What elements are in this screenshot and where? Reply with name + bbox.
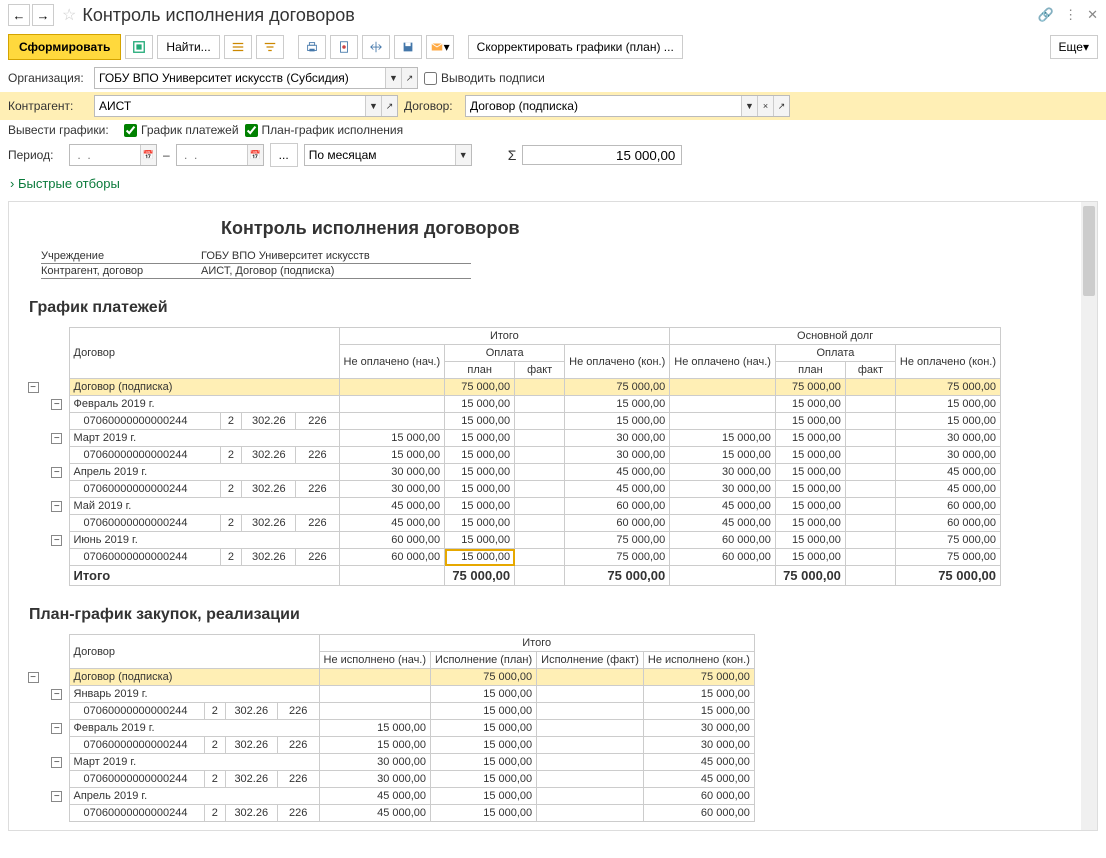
chevron-down-icon[interactable]: ▼ (365, 96, 381, 116)
chevron-down-icon[interactable]: ▼ (741, 96, 757, 116)
agent-label: Контрагент: (8, 99, 88, 113)
tree-toggle[interactable]: − (51, 535, 62, 546)
period-from-input[interactable]: 📅 (69, 144, 157, 166)
find-button[interactable]: Найти... (157, 35, 219, 59)
calendar-icon[interactable]: 📅 (140, 145, 156, 165)
table-row[interactable]: −Апрель 2019 г.30 000,0015 000,0045 000,… (21, 464, 1001, 481)
table-row[interactable]: −Февраль 2019 г.15 000,0015 000,0030 000… (21, 720, 754, 737)
table-row[interactable]: 070600000000002442302.2622615 000,0015 0… (21, 703, 754, 720)
table-row[interactable]: 070600000000002442302.2622630 000,0015 0… (21, 481, 1001, 498)
table-row[interactable]: 070600000000002442302.2622615 000,0015 0… (21, 737, 754, 754)
table-row[interactable]: −Март 2019 г.15 000,0015 000,0030 000,00… (21, 430, 1001, 447)
contract-label: Договор: (404, 99, 459, 113)
sigma-icon: Σ (508, 147, 517, 163)
open-icon[interactable]: ↗ (401, 68, 417, 88)
chevron-down-icon[interactable]: ▼ (455, 145, 471, 165)
sched-plan-checkbox[interactable]: План-график исполнения (245, 123, 404, 137)
adjust-button[interactable]: Скорректировать графики (план) ... (468, 35, 683, 59)
table-row[interactable]: 070600000000002442302.2622645 000,0015 0… (21, 515, 1001, 532)
sched-label: Вывести графики: (8, 123, 118, 137)
t2-title: План-график закупок, реализации (29, 606, 1085, 624)
doc-icon-button[interactable] (330, 35, 358, 59)
link-icon[interactable]: 🔗 (1038, 7, 1054, 23)
table-row[interactable]: −Май 2019 г.45 000,0015 000,0060 000,004… (21, 498, 1001, 515)
chevron-down-icon[interactable]: ▼ (385, 68, 401, 88)
agent-input[interactable]: ▼ ↗ (94, 95, 398, 117)
period-label: Период: (8, 148, 63, 162)
contract-input[interactable]: ▼ × ↗ (465, 95, 790, 117)
move-icon-button[interactable] (362, 35, 390, 59)
vertical-scrollbar[interactable] (1081, 202, 1097, 830)
total-row: Итого75 000,0075 000,0075 000,0075 000,0… (21, 566, 1001, 586)
table-row[interactable]: −Апрель 2019 г.45 000,0015 000,0060 000,… (21, 788, 754, 805)
org-input[interactable]: ▼ ↗ (94, 67, 418, 89)
report-meta: УчреждениеГОБУ ВПО Университет искусств … (41, 249, 471, 279)
calendar-icon[interactable]: 📅 (247, 145, 263, 165)
payments-table: ДоговорИтогоОсновной долгНе оплачено (на… (21, 327, 1001, 586)
tree-toggle[interactable]: − (51, 723, 62, 734)
sched-pay-checkbox[interactable]: График платежей (124, 123, 239, 137)
plan-table: ДоговорИтогоНе исполнено (нач.)Исполнени… (21, 634, 755, 822)
tree-toggle[interactable]: − (28, 672, 39, 683)
tree-toggle[interactable]: − (51, 399, 62, 410)
report-area: Контроль исполнения договоров Учреждение… (8, 201, 1098, 831)
org-label: Организация: (8, 71, 88, 85)
tree-toggle[interactable]: − (51, 757, 62, 768)
filter-agent-row: Контрагент: ▼ ↗ Договор: ▼ × ↗ (0, 92, 1106, 120)
quick-filters-link[interactable]: Быстрые отборы (0, 170, 1106, 197)
close-icon[interactable]: ✕ (1087, 7, 1098, 23)
table-row[interactable]: −Март 2019 г.30 000,0015 000,0045 000,00 (21, 754, 754, 771)
page-title: Контроль исполнения договоров (82, 5, 1038, 26)
tree-toggle[interactable]: − (28, 382, 39, 393)
period-to-input[interactable]: 📅 (176, 144, 264, 166)
save-icon-button[interactable] (394, 35, 422, 59)
filter-period-row: Период: 📅 – 📅 ... ▼ Σ (0, 140, 1106, 170)
clear-icon[interactable]: × (757, 96, 773, 116)
report-title: Контроль исполнения договоров (221, 218, 1085, 239)
t1-title: График платежей (29, 299, 1085, 317)
nav-forward-button[interactable]: → (32, 4, 54, 26)
more-button[interactable]: Еще ▾ (1050, 35, 1098, 59)
mail-icon-button[interactable]: ▾ (426, 35, 454, 59)
filter-org-row: Организация: ▼ ↗ Выводить подписи (0, 64, 1106, 92)
star-icon[interactable]: ☆ (62, 5, 76, 25)
settings-icon-button[interactable] (125, 35, 153, 59)
sign-checkbox[interactable]: Выводить подписи (424, 71, 545, 85)
titlebar: ← → ☆ Контроль исполнения договоров 🔗 ⋮ … (0, 0, 1106, 30)
print-button[interactable] (298, 35, 326, 59)
table-row[interactable]: −Январь 2019 г.15 000,0015 000,00 (21, 686, 754, 703)
tree-toggle[interactable]: − (51, 791, 62, 802)
table-row[interactable]: 070600000000002442302.2622645 000,0015 0… (21, 805, 754, 822)
open-icon[interactable]: ↗ (381, 96, 397, 116)
table-row[interactable]: −Июнь 2019 г.60 000,0015 000,0075 000,00… (21, 532, 1001, 549)
table-row[interactable]: −Февраль 2019 г.15 000,0015 000,0015 000… (21, 396, 1001, 413)
tree-toggle[interactable]: − (51, 501, 62, 512)
filter-sched-row: Вывести графики: График платежей План-гр… (0, 120, 1106, 140)
table-row[interactable]: 070600000000002442302.2622615 000,0015 0… (21, 413, 1001, 430)
toolbar: Сформировать Найти... ▾ Скорректировать … (0, 30, 1106, 64)
expand-all-button[interactable] (224, 35, 252, 59)
generate-button[interactable]: Сформировать (8, 34, 121, 60)
period-units-input[interactable]: ▼ (304, 144, 472, 166)
table-row[interactable]: 070600000000002442302.2622630 000,0015 0… (21, 771, 754, 788)
tree-toggle[interactable]: − (51, 467, 62, 478)
table-row[interactable]: 070600000000002442302.2622615 000,0015 0… (21, 447, 1001, 464)
period-ext-button[interactable]: ... (270, 143, 298, 167)
open-icon[interactable]: ↗ (773, 96, 789, 116)
table-row[interactable]: 070600000000002442302.2622660 000,0015 0… (21, 549, 1001, 566)
table-row[interactable]: −Договор (подписка)75 000,0075 000,0075 … (21, 379, 1001, 396)
sum-input[interactable] (522, 145, 682, 165)
tree-toggle[interactable]: − (51, 689, 62, 700)
menu-icon[interactable]: ⋮ (1064, 7, 1077, 23)
nav-back-button[interactable]: ← (8, 4, 30, 26)
tree-toggle[interactable]: − (51, 433, 62, 444)
table-row[interactable]: −Договор (подписка)75 000,0075 000,00 (21, 669, 754, 686)
collapse-all-button[interactable] (256, 35, 284, 59)
